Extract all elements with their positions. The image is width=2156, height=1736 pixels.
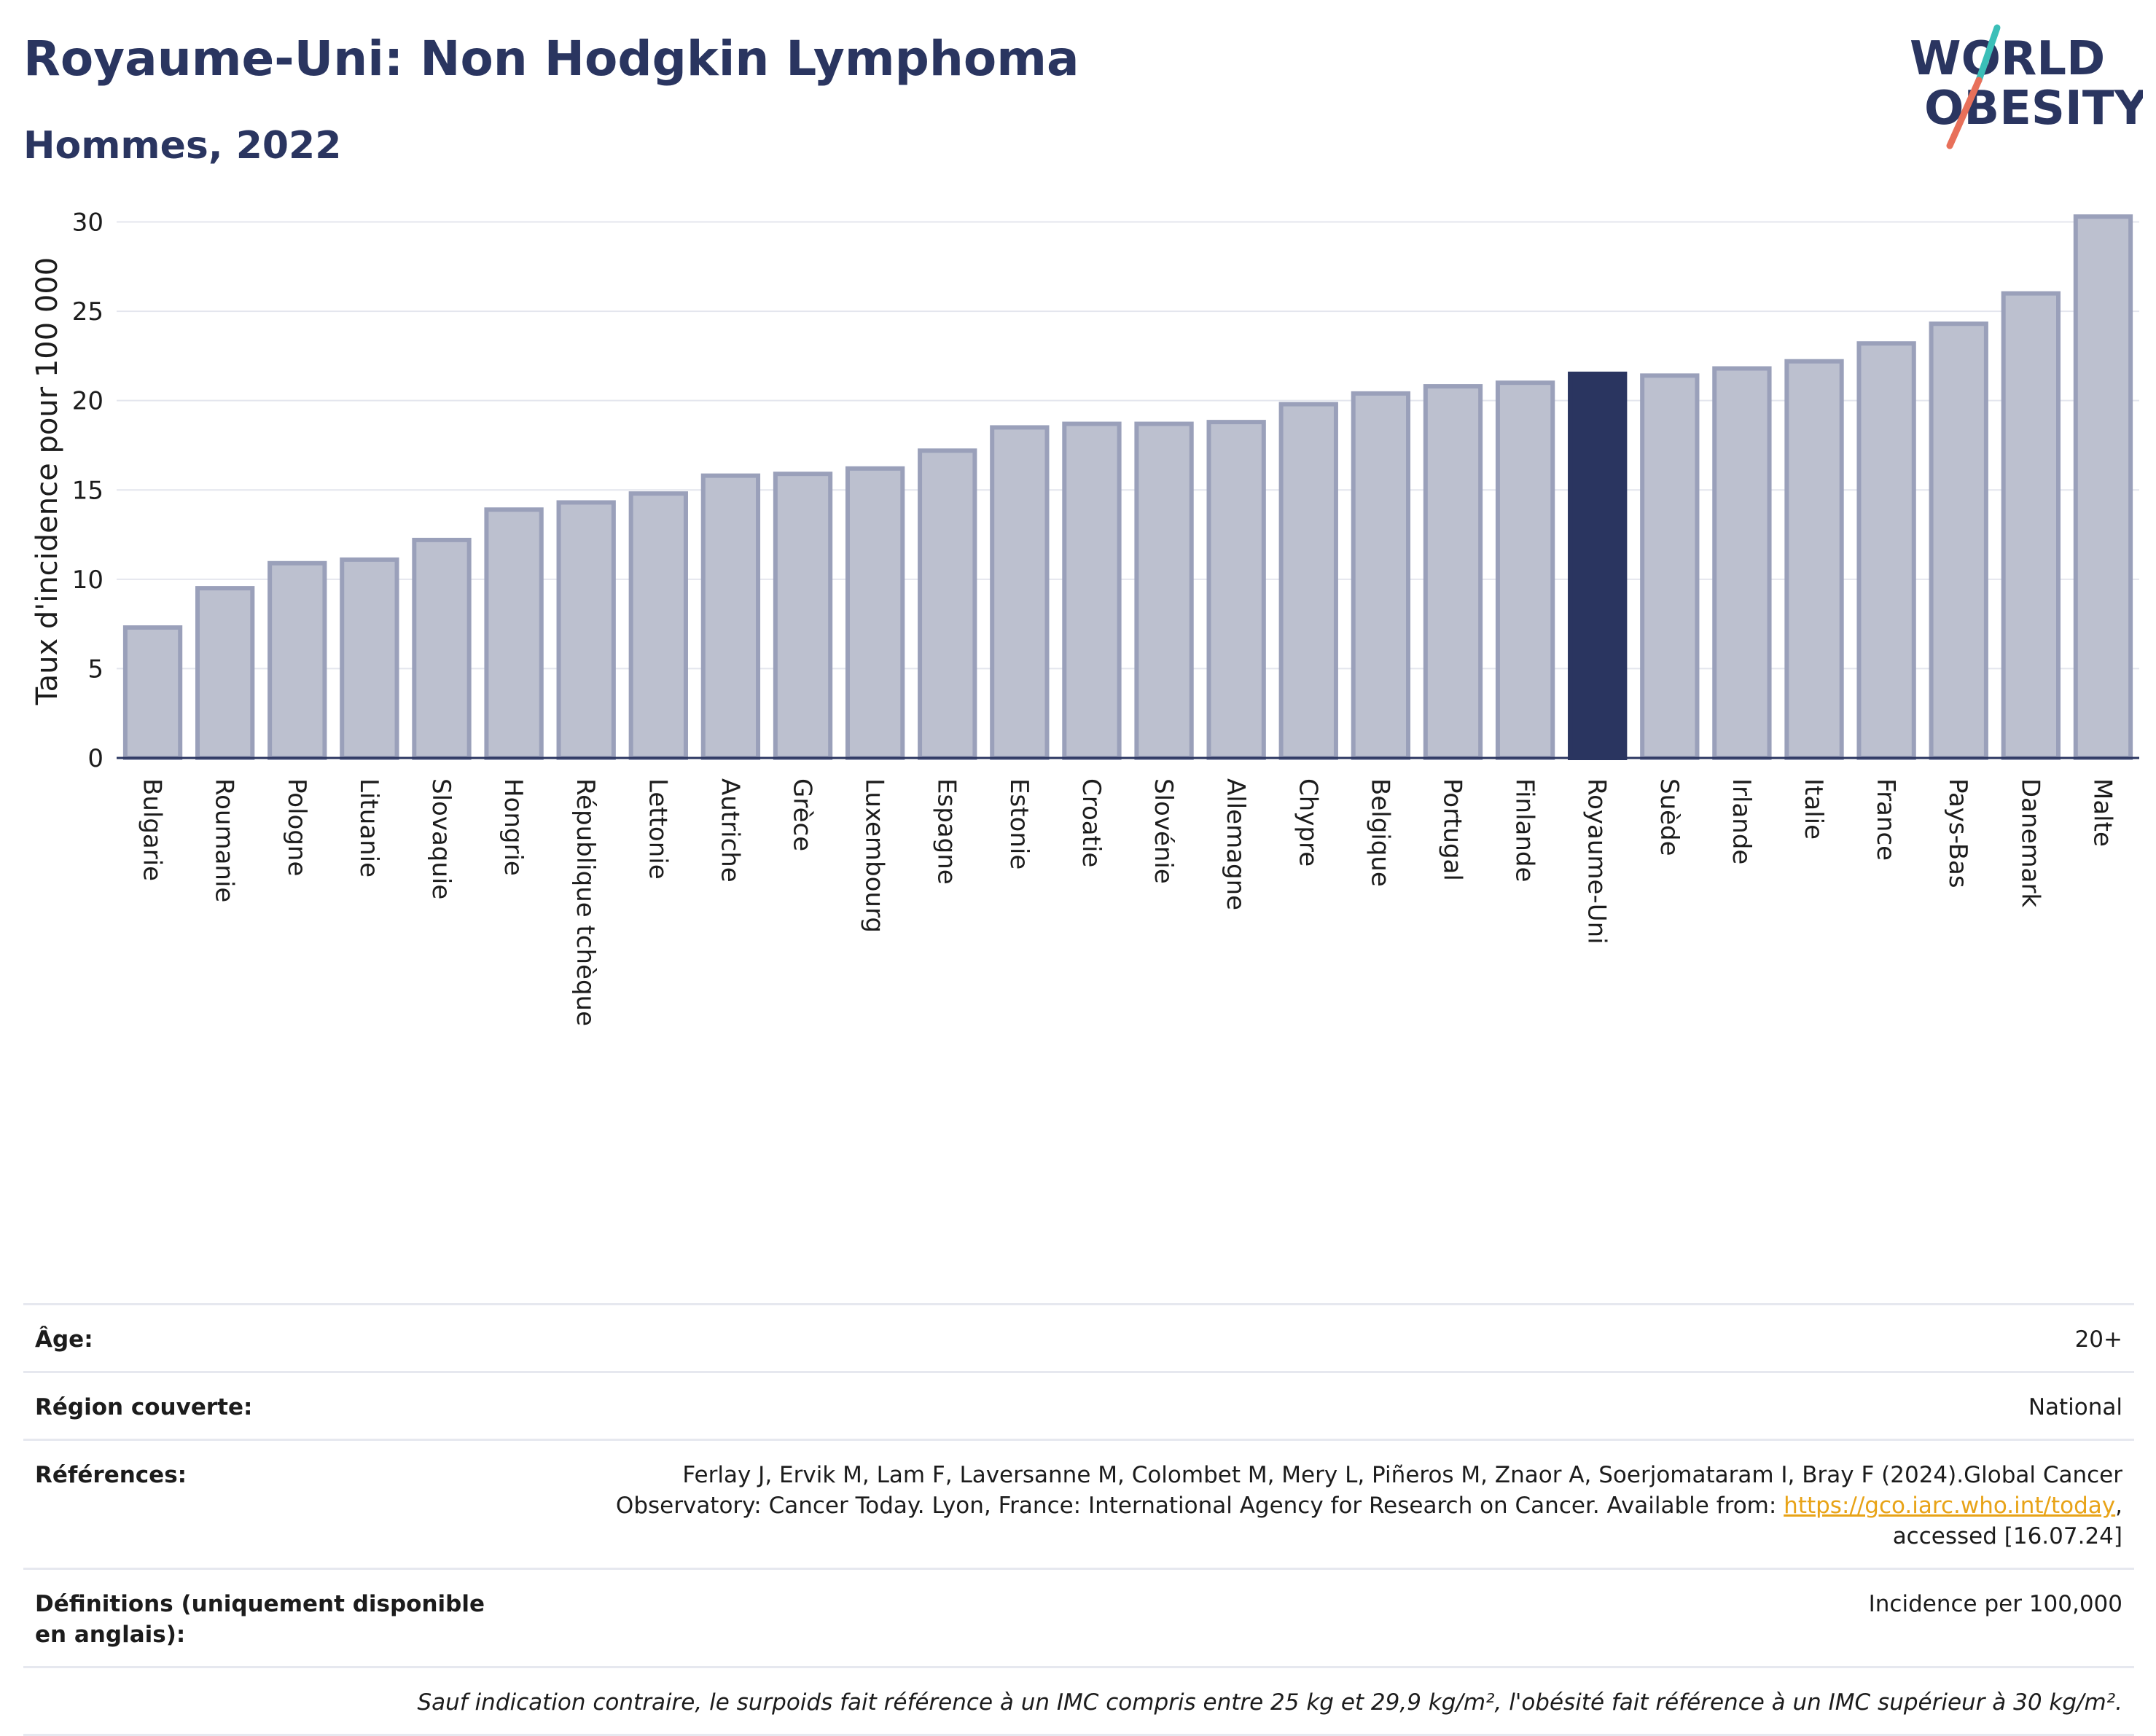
y-tick-label: 25 xyxy=(72,297,103,327)
bar-Pologne xyxy=(267,560,327,760)
bar-Lettonie xyxy=(628,491,688,760)
x-tick-label: Portugal xyxy=(1437,778,1466,881)
x-tick-label: Royaume-Uni xyxy=(1582,778,1612,945)
x-tick-label: Chypre xyxy=(1293,778,1322,867)
references-value: Ferlay J, Ervik M, Lam F, Laversanne M, … xyxy=(555,1460,2122,1552)
bar-Pays-Bas xyxy=(1929,321,1988,761)
meta-row-age: Âge: 20+ xyxy=(23,1303,2134,1371)
x-tick-label: République tchèque xyxy=(571,778,600,1026)
x-tick-label: Lettonie xyxy=(643,778,672,880)
x-tick-label: Finlande xyxy=(1510,778,1539,882)
bar-Finlande xyxy=(1495,380,1555,760)
x-tick-label: Belgique xyxy=(1365,778,1394,887)
x-tick-label: Suède xyxy=(1655,778,1684,856)
references-text: Ferlay J, Ervik M, Lam F, Laversanne M, … xyxy=(615,1462,2122,1519)
x-tick-label: Luxembourg xyxy=(860,778,889,933)
bar-Royaume-Uni xyxy=(1568,371,1628,761)
x-tick-label: Croatie xyxy=(1077,778,1106,867)
y-tick-label: 5 xyxy=(87,654,103,684)
meta-row-references: Références: Ferlay J, Ervik M, Lam F, La… xyxy=(23,1439,2134,1568)
x-tick-label: Slovaquie xyxy=(426,778,456,899)
references-link[interactable]: https://gco.iarc.who.int/today xyxy=(1784,1493,2116,1519)
bar-Roumanie xyxy=(195,586,255,761)
bar-Luxembourg xyxy=(845,466,905,760)
age-value: 20+ xyxy=(2074,1326,2122,1353)
bar-Croatie xyxy=(1062,421,1122,760)
bar-Portugal xyxy=(1423,384,1483,760)
region-label: Région couverte: xyxy=(35,1394,253,1420)
y-tick-label: 20 xyxy=(72,387,103,416)
bar-Irlande xyxy=(1712,366,1772,760)
bar-Allemagne xyxy=(1206,420,1266,760)
x-tick-label: Slovénie xyxy=(1149,778,1178,884)
bar-Autriche xyxy=(700,473,761,760)
bar-Chypre xyxy=(1278,402,1338,760)
bar-Grèce xyxy=(773,472,833,760)
meta-row-definitions: Définitions (uniquement disponible en an… xyxy=(23,1568,2134,1666)
x-tick-label: Bulgarie xyxy=(138,778,167,881)
bar-Malte xyxy=(2073,214,2133,760)
logo-slash-top xyxy=(1975,24,2001,84)
bar-République tchèque xyxy=(556,500,616,760)
x-tick-label: Irlande xyxy=(1727,778,1756,864)
y-tick-label: 15 xyxy=(72,476,103,505)
chart-title: Royaume-Uni: Non Hodgkin Lymphoma xyxy=(23,31,1079,87)
x-tick-label: Danemark xyxy=(2015,778,2044,907)
bar-chart: 0 5 10 15 20 25 30 Taux d'incidence pour 100 00… xyxy=(31,208,2139,1026)
x-tick-label: Estonie xyxy=(1004,778,1034,869)
bar-Espagne xyxy=(918,448,977,760)
x-tick-label: Roumanie xyxy=(210,778,239,902)
bar-Belgique xyxy=(1351,391,1411,760)
bar-Suède xyxy=(1640,373,1700,760)
y-tick-label: 10 xyxy=(72,566,103,595)
x-tick-label: Hongrie xyxy=(499,778,528,876)
logo-slash-bottom xyxy=(1946,77,1983,149)
bar-Italie xyxy=(1784,359,1844,760)
bar-Hongrie xyxy=(484,507,544,760)
bar-Slovaquie xyxy=(412,537,472,760)
bar-Slovénie xyxy=(1134,421,1194,760)
meta-row-region: Région couverte: National xyxy=(23,1371,2134,1439)
bar-Danemark xyxy=(2001,291,2061,761)
region-value: National xyxy=(2028,1394,2122,1420)
x-tick-label: Lituanie xyxy=(354,778,383,877)
x-tick-label: Allemagne xyxy=(1221,778,1250,910)
x-tick-label: Italie xyxy=(1799,778,1828,840)
x-tick-label: France xyxy=(1871,778,1900,861)
x-tick-label: Espagne xyxy=(932,778,961,885)
x-tick-label: Autriche xyxy=(715,778,744,883)
chart-subtitle: Hommes, 2022 xyxy=(23,124,342,168)
y-axis-label: Taux d'incidence pour 100 000 xyxy=(31,257,64,705)
bar-Lituanie xyxy=(340,557,399,760)
references-label: Références: xyxy=(35,1462,187,1488)
logo-text-world: WORLD xyxy=(1910,32,2105,86)
references-suffix: , accessed [16.07.24] xyxy=(1892,1493,2122,1549)
world-obesity-logo: WORLD OBESITY xyxy=(1910,24,2143,149)
x-tick-label: Grèce xyxy=(788,778,817,851)
bar-Estonie xyxy=(990,425,1050,760)
age-label: Âge: xyxy=(35,1326,93,1353)
x-tick-label: Pologne xyxy=(282,778,311,876)
definitions-value: Incidence per 100,000 xyxy=(1868,1591,2122,1617)
bar-Bulgarie xyxy=(122,625,183,761)
y-tick-label: 30 xyxy=(72,208,103,238)
x-tick-label: Malte xyxy=(2087,778,2117,847)
metadata-table: Âge: 20+ Région couverte: National Référ… xyxy=(23,1303,2134,1736)
definitions-label: Définitions (uniquement disponible en an… xyxy=(35,1591,485,1648)
y-tick-label: 0 xyxy=(87,744,103,773)
footnote: Sauf indication contraire, le surpoids f… xyxy=(23,1666,2134,1736)
bar-France xyxy=(1856,341,1916,760)
x-tick-label: Pays-Bas xyxy=(1943,778,1972,888)
